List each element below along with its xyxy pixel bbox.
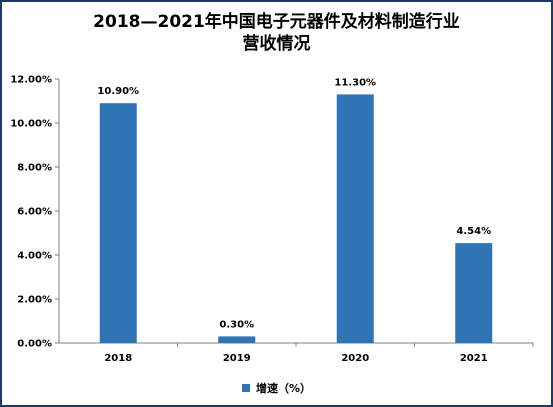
x-tick-label-2019: 2019 (223, 353, 251, 364)
data-label-2019: 0.30% (219, 319, 254, 330)
data-label-2021: 4.54% (456, 226, 491, 237)
bar-2020 (336, 94, 374, 344)
x-tick-label-2021: 2021 (460, 353, 488, 364)
y-tick-label: 12.00% (10, 75, 52, 86)
legend-swatch (241, 384, 250, 392)
y-tick-label: 6.00% (17, 207, 52, 218)
legend-label: 增速（%） (255, 382, 312, 395)
y-tick-label: 0.00% (17, 339, 52, 350)
bar-2018 (99, 103, 137, 343)
chart-title-line-1: 2018—2021年中国电子元器件及材料制造行业 (93, 12, 460, 32)
chart-title-line-2: 营收情况 (242, 34, 311, 54)
data-label-2020: 11.30% (334, 77, 376, 88)
y-tick-label: 10.00% (10, 119, 52, 130)
x-tick-label-2018: 2018 (104, 353, 132, 364)
x-tick-label-2020: 2020 (341, 353, 369, 364)
legend: 增速（%） (2, 380, 551, 396)
y-tick-label: 8.00% (17, 163, 52, 174)
bar-2021 (455, 243, 493, 343)
data-label-2018: 10.90% (97, 86, 139, 97)
y-tick-label: 2.00% (17, 295, 52, 306)
bar-2019 (218, 336, 256, 343)
y-tick-label: 4.00% (17, 251, 52, 262)
chart-title: 2018—2021年中国电子元器件及材料制造行业 营收情况 (2, 11, 551, 55)
